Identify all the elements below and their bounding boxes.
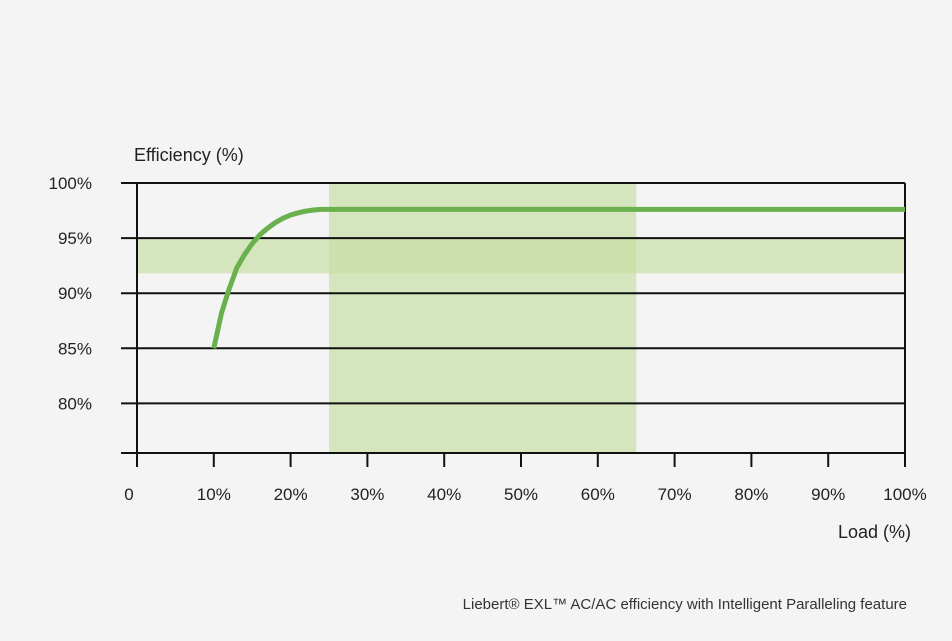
y-tick-label: 80% bbox=[58, 394, 92, 413]
highlight-band-efficiency-1 bbox=[137, 238, 905, 274]
x-tick-label: 10% bbox=[197, 485, 231, 504]
y-axis-title: Efficiency (%) bbox=[134, 145, 244, 165]
x-tick-label: 70% bbox=[658, 485, 692, 504]
x-tick-label: 20% bbox=[274, 485, 308, 504]
y-tick-label: 100% bbox=[49, 174, 92, 193]
x-tick-label: 40% bbox=[427, 485, 461, 504]
y-tick-label: 85% bbox=[58, 339, 92, 358]
highlight-band-load-0 bbox=[329, 183, 637, 453]
x-tick-label: 80% bbox=[734, 485, 768, 504]
chart-caption: Liebert® EXL™ AC/AC efficiency with Inte… bbox=[463, 596, 907, 613]
x-tick-label: 100% bbox=[883, 485, 926, 504]
efficiency-curve-0 bbox=[211, 206, 905, 349]
x-tick-label: 50% bbox=[504, 485, 538, 504]
x-tick-label: 0 bbox=[124, 485, 133, 504]
x-tick-label: 60% bbox=[581, 485, 615, 504]
x-axis-title: Load (%) bbox=[838, 522, 911, 542]
x-tick-label: 90% bbox=[811, 485, 845, 504]
y-tick-label: 90% bbox=[58, 284, 92, 303]
y-tick-label: 95% bbox=[58, 229, 92, 248]
x-tick-label: 30% bbox=[350, 485, 384, 504]
